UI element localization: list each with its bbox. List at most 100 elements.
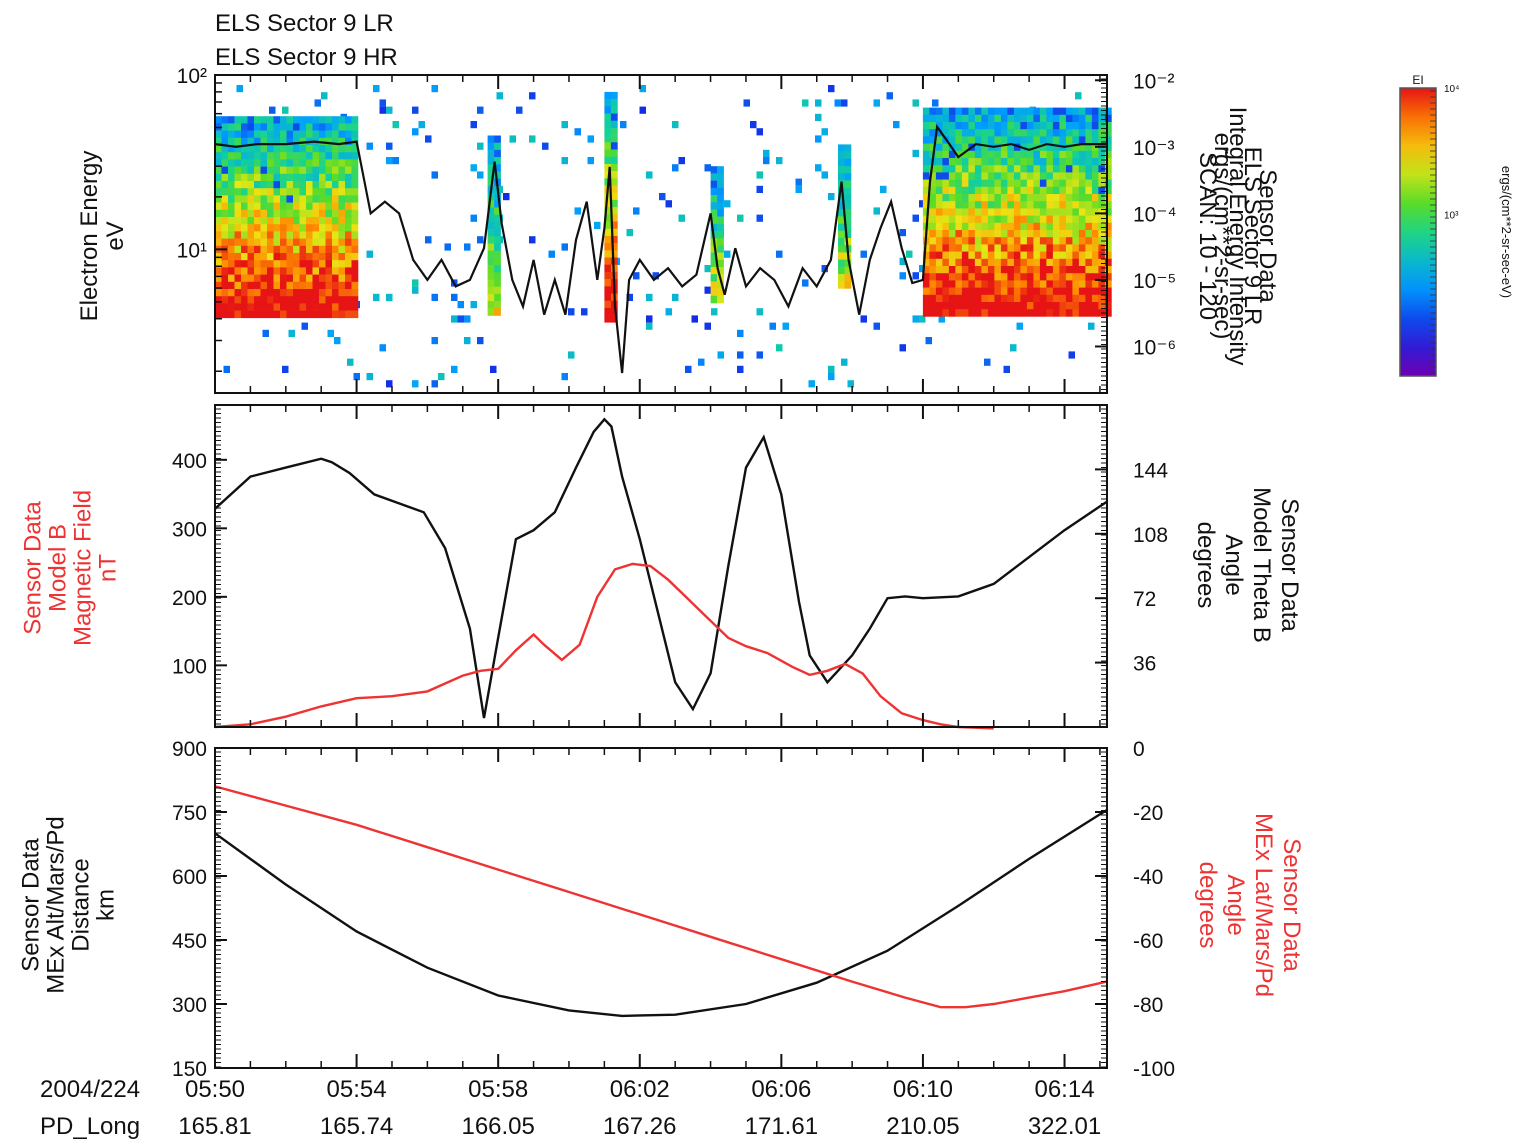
spectrogram-cell <box>319 274 326 283</box>
spectrogram-cell <box>1078 194 1086 202</box>
altitude-ylabel-line: km <box>93 889 120 921</box>
spectrogram-cell <box>922 150 930 159</box>
spectrogram-cell <box>345 224 352 232</box>
spectrogram-cell <box>955 114 963 123</box>
spectrogram-cell <box>1072 266 1080 274</box>
spectrogram-cell <box>345 289 352 297</box>
spectrogram-cell <box>1078 158 1086 166</box>
spectrogram-cell <box>1020 172 1028 180</box>
spectrogram-cell <box>293 166 300 175</box>
spectrogram-cell <box>234 231 242 239</box>
spectrogram-cell <box>312 188 320 196</box>
spectrogram-cell <box>955 258 963 267</box>
spectrogram-cell <box>332 209 339 218</box>
spectrogram-cell <box>1104 172 1112 180</box>
spectrogram-cell <box>293 224 300 232</box>
spectrogram-cell <box>228 159 235 167</box>
spectrogram-cell <box>802 99 809 107</box>
spectrogram-cell <box>961 237 969 245</box>
right-axis-tick-label: -40 <box>1133 866 1163 889</box>
spectrogram-cell <box>821 265 828 273</box>
spectrogram-cell <box>961 309 969 317</box>
spectrogram-cell <box>1091 251 1099 260</box>
spectrogram-cell <box>267 231 274 239</box>
spectrogram-cell <box>838 209 845 217</box>
spectrogram-cell <box>1052 136 1060 144</box>
spectrogram-cell <box>306 310 313 319</box>
spectrogram-cell <box>260 130 268 139</box>
spectrogram-cell <box>974 172 982 180</box>
spectrogram-cell <box>912 315 919 323</box>
spectrogram-cell <box>1059 158 1067 166</box>
spectrogram-cell <box>1078 186 1086 195</box>
spectrogram-cell <box>1046 114 1054 123</box>
spectrogram-cell <box>1065 251 1073 260</box>
spectrogram-cell <box>487 164 495 172</box>
spectrogram-cell <box>293 188 300 196</box>
spectrogram-cell <box>312 267 320 275</box>
spectrogram-cell <box>1039 309 1047 317</box>
spectrogram-cell <box>1091 186 1099 195</box>
spectrogram-cell <box>267 281 274 290</box>
spectrogram-cell <box>1052 258 1060 267</box>
spectrogram-cell <box>1007 280 1015 288</box>
spectrogram-cell <box>942 158 950 166</box>
spectrogram-cell <box>260 202 268 211</box>
spectrogram-cell <box>306 260 313 268</box>
spectrogram-cell <box>987 150 995 159</box>
spectrogram-cell <box>838 151 845 160</box>
spectrogram-cell <box>325 166 333 175</box>
spectrogram-cell <box>994 143 1002 152</box>
spectrogram-cell <box>1026 107 1034 116</box>
spectrogram-cell <box>241 245 248 254</box>
spectrogram-cell <box>267 195 274 203</box>
spectrogram-cell <box>332 166 339 175</box>
spectrogram-cell <box>241 267 248 275</box>
spectrogram-cell <box>633 272 640 280</box>
spectrogram-cell <box>717 252 724 261</box>
spectrogram-cell <box>503 193 510 201</box>
spectrogram-cell <box>1072 294 1080 303</box>
spectrogram-cell <box>267 137 274 146</box>
spectrogram-cell <box>487 265 495 273</box>
spectrogram-cell <box>987 165 995 173</box>
spectrogram-cell <box>981 201 989 209</box>
spectrogram-cell <box>1078 273 1086 281</box>
spectrogram-cell <box>234 303 242 311</box>
spectrogram-cell <box>373 293 380 301</box>
spectrogram-cell <box>1033 302 1041 310</box>
spectrogram-cell <box>604 199 612 208</box>
spectrogram-cell <box>228 238 235 247</box>
spectrogram-cell <box>961 280 969 288</box>
spectrogram-cell <box>247 296 255 304</box>
spectrogram-cell <box>1000 287 1008 296</box>
spectrogram-cell <box>981 309 989 317</box>
spectrogram-cell <box>929 251 937 260</box>
altitude-ylabel-line: Sensor Data <box>18 838 45 972</box>
spectrogram-cell <box>1091 237 1099 245</box>
spectrogram-cell <box>1020 309 1028 317</box>
spectrogram-cell <box>325 267 333 275</box>
spectrogram-cell <box>241 238 248 247</box>
spectrogram-cell <box>1046 266 1054 274</box>
spectrogram-cell <box>981 165 989 173</box>
spectrogram-cell <box>260 303 268 311</box>
spectrogram-cell <box>922 266 930 274</box>
spectrogram-cell <box>1007 150 1015 159</box>
spectrogram-cell <box>234 289 242 297</box>
spectrogram-cell <box>948 215 956 224</box>
spectrogram-cell <box>1078 165 1086 173</box>
spectrogram-cell <box>319 281 326 290</box>
spectrogram-cell <box>293 253 300 261</box>
spectrogram-cell <box>922 136 930 144</box>
spectrogram-cell <box>319 253 326 261</box>
spectrogram-cell <box>345 152 352 160</box>
spectrogram-cell <box>1033 114 1041 123</box>
spectrogram-cell <box>974 302 982 310</box>
spectrogram-cell <box>299 173 307 182</box>
spectrogram-cell <box>286 123 294 131</box>
spectrogram-cell <box>1026 287 1034 296</box>
spectrogram-cell <box>1078 251 1086 260</box>
spectrogram-cell <box>672 121 679 129</box>
spectrogram-cell <box>604 127 612 136</box>
